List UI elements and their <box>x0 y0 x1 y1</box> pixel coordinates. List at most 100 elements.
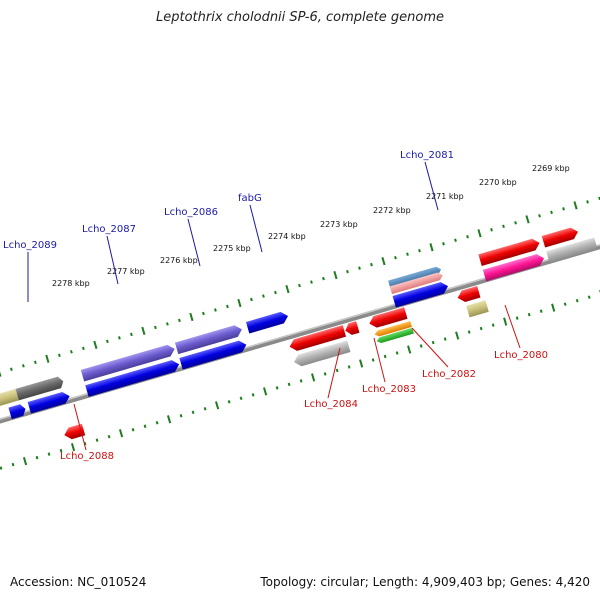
lower-scale-tick <box>515 316 519 320</box>
scale-label: 2271 kbp <box>426 192 464 201</box>
scale-label: 2272 kbp <box>373 206 411 215</box>
gene-lcho-2089-dark <box>15 376 64 401</box>
upper-scale-tick <box>237 298 242 308</box>
upper-scale-tick <box>466 235 469 239</box>
upper-scale-tick <box>250 297 253 302</box>
gene-lcho-2086 <box>174 325 242 355</box>
lower-scale-tick <box>59 448 63 453</box>
lower-leader-line <box>373 337 386 383</box>
gene-right-edge-red <box>541 227 578 248</box>
lower-scale-tick <box>275 386 279 390</box>
lower-scale-tick <box>118 429 124 438</box>
upper-scale-tick <box>21 364 25 368</box>
upper-scale-tick <box>189 312 194 322</box>
lower-scale-tick <box>383 354 387 359</box>
gene-lcho-2089-blue-lower <box>8 404 26 420</box>
lower-scale-tick <box>287 382 291 387</box>
lower-gene-label[interactable]: Lcho_2080 <box>494 350 548 361</box>
gene-magenta-top-red <box>478 238 540 266</box>
scale-label: 2273 kbp <box>320 220 358 229</box>
upper-gene-label[interactable]: fabG <box>238 193 262 204</box>
lower-scale-tick <box>323 372 327 376</box>
lower-leader-line <box>504 304 521 349</box>
lower-scale-tick <box>107 434 111 439</box>
upper-gene-label[interactable]: Lcho_2086 <box>164 207 218 218</box>
lower-scale-tick <box>215 401 220 410</box>
lower-scale-tick <box>203 407 207 411</box>
gene-lcho-2081-pink <box>389 272 443 295</box>
lower-scale-tick <box>95 438 99 442</box>
upper-gene-label[interactable]: Lcho_2087 <box>82 224 136 235</box>
lower-scale-tick <box>359 359 364 368</box>
upper-scale-tick <box>454 238 457 242</box>
lower-scale-tick <box>455 331 460 340</box>
lower-gene-label[interactable]: Lcho_2084 <box>304 399 358 410</box>
upper-scale-tick <box>45 354 50 363</box>
upper-scale-tick <box>214 308 217 312</box>
upper-scale-tick <box>106 339 109 344</box>
upper-scale-tick <box>262 294 265 298</box>
scale-label: 2274 kbp <box>268 232 306 241</box>
lower-scale-tick <box>419 344 423 348</box>
gene-right-edge-gray <box>546 237 598 263</box>
gene-lcho-2083 <box>345 321 360 335</box>
upper-scale-tick <box>58 353 61 358</box>
gene-lcho-2082-green <box>376 327 414 344</box>
upper-scale-tick <box>418 248 421 253</box>
lower-scale-tick <box>143 424 147 428</box>
gene-lcho-2089-blue <box>27 391 70 414</box>
upper-scale-tick <box>406 252 409 256</box>
lower-leader-line <box>327 347 341 399</box>
upper-scale-tick <box>322 276 325 281</box>
upper-scale-tick <box>429 243 434 252</box>
lower-scale-tick <box>11 462 15 467</box>
lower-leader-line <box>411 327 449 368</box>
upper-scale-tick <box>381 257 386 266</box>
lower-scale-tick <box>47 452 51 456</box>
lower-scale-tick <box>299 379 303 383</box>
lower-gene-label[interactable]: Lcho_2083 <box>362 384 416 395</box>
lower-gene-label[interactable]: Lcho_2082 <box>422 369 476 380</box>
lower-scale-tick <box>551 303 556 312</box>
upper-scale-track <box>0 196 600 377</box>
upper-gene-label[interactable]: Lcho_2089 <box>3 240 57 251</box>
upper-scale-tick <box>490 228 493 232</box>
upper-scale-tick <box>9 367 13 371</box>
upper-scale-tick <box>502 224 505 229</box>
upper-scale-tick <box>477 229 482 238</box>
lower-gene-label[interactable]: Lcho_2088 <box>60 451 114 462</box>
gene-label-leaders <box>27 161 521 451</box>
upper-scale-tick <box>285 284 290 294</box>
upper-leader-line <box>249 204 263 253</box>
lower-scale-tick <box>527 312 531 317</box>
upper-scale-tick <box>33 360 37 365</box>
lower-scale-tick <box>371 358 375 362</box>
upper-scale-tick <box>394 255 397 260</box>
lower-scale-tick <box>227 400 231 404</box>
gene-labels: Lcho_2089 Lcho_2087 Lcho_2086 fabG Lcho_2081… <box>3 150 548 462</box>
upper-scale-tick <box>298 283 301 288</box>
lower-scale-tick <box>491 323 495 327</box>
gene-lcho-2087-blue <box>85 360 180 397</box>
lower-scale-tick <box>70 443 76 452</box>
lower-scale-tick <box>503 317 508 326</box>
upper-scale-tick <box>442 242 445 246</box>
upper-gene-label[interactable]: Lcho_2081 <box>400 150 454 161</box>
lower-scale-tick <box>347 365 351 369</box>
lower-scale-track <box>0 289 600 470</box>
upper-scale-tick <box>370 262 373 267</box>
gene-fabg <box>245 311 288 334</box>
gene-lcho-2082-orange <box>374 321 412 337</box>
lower-scale-tick <box>575 298 579 303</box>
upper-scale-tick <box>550 210 553 215</box>
upper-scale-tick <box>0 368 2 377</box>
topology-text: Topology: circular; Length: 4,909,403 bp… <box>260 575 590 589</box>
map-title: Leptothrix cholodnii SP-6, complete geno… <box>156 10 444 25</box>
upper-scale-tick <box>573 201 578 210</box>
lower-scale-tick <box>263 387 268 396</box>
upper-scale-tick <box>154 325 157 330</box>
lower-scale-tick <box>407 345 412 354</box>
lower-scale-tick <box>539 309 543 313</box>
lower-scale-tick <box>35 455 39 460</box>
lower-scale-tick <box>587 295 591 299</box>
